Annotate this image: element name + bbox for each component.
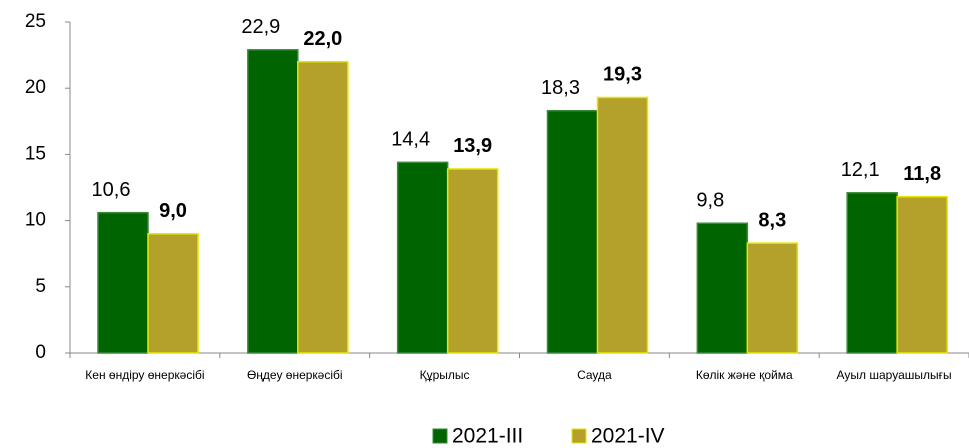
x-tick-label: Ауыл шаруашылығы <box>837 368 952 382</box>
value-label: 22,9 <box>241 16 280 38</box>
value-label: 19,3 <box>603 64 642 86</box>
legend-swatch <box>432 428 448 444</box>
bar <box>297 60 349 354</box>
x-tick-label: Кен өндіру өнеркәсібі <box>85 368 204 382</box>
bar <box>596 96 649 354</box>
bar <box>247 49 299 354</box>
value-label: 12,1 <box>841 159 880 181</box>
y-tick-label: 15 <box>25 143 46 164</box>
value-label: 14,4 <box>391 129 430 151</box>
value-label: 9,8 <box>696 190 724 212</box>
bar <box>696 222 749 354</box>
y-tick-label: 10 <box>25 210 46 231</box>
x-tick-label: Көлік және қойма <box>696 368 793 382</box>
legend-label: 2021-IV <box>591 425 665 448</box>
value-label: 8,3 <box>758 209 786 231</box>
legend-label: 2021-III <box>452 425 523 448</box>
bar <box>396 161 449 354</box>
legend-swatch <box>571 428 587 444</box>
y-tick-label: 5 <box>35 276 46 297</box>
value-label: 10,6 <box>92 179 131 201</box>
x-tick-label: Өңдеу өнеркәсібі <box>247 368 343 382</box>
bar <box>896 196 948 354</box>
bar <box>97 211 149 354</box>
bar <box>846 192 898 354</box>
x-tick-label: Құрылыс <box>420 368 470 382</box>
y-tick-label: 25 <box>25 11 46 32</box>
x-tick-label: Сауда <box>577 368 612 382</box>
value-label: 9,0 <box>159 200 187 222</box>
value-label: 13,9 <box>453 135 492 157</box>
value-label: 22,0 <box>303 28 342 50</box>
y-tick-label: 0 <box>35 342 46 363</box>
bar <box>546 109 599 354</box>
y-tick-label: 20 <box>25 77 46 98</box>
value-label: 11,8 <box>903 163 941 185</box>
bar <box>147 233 199 354</box>
bar <box>746 242 799 354</box>
bar <box>446 168 499 354</box>
value-label: 18,3 <box>541 77 580 99</box>
